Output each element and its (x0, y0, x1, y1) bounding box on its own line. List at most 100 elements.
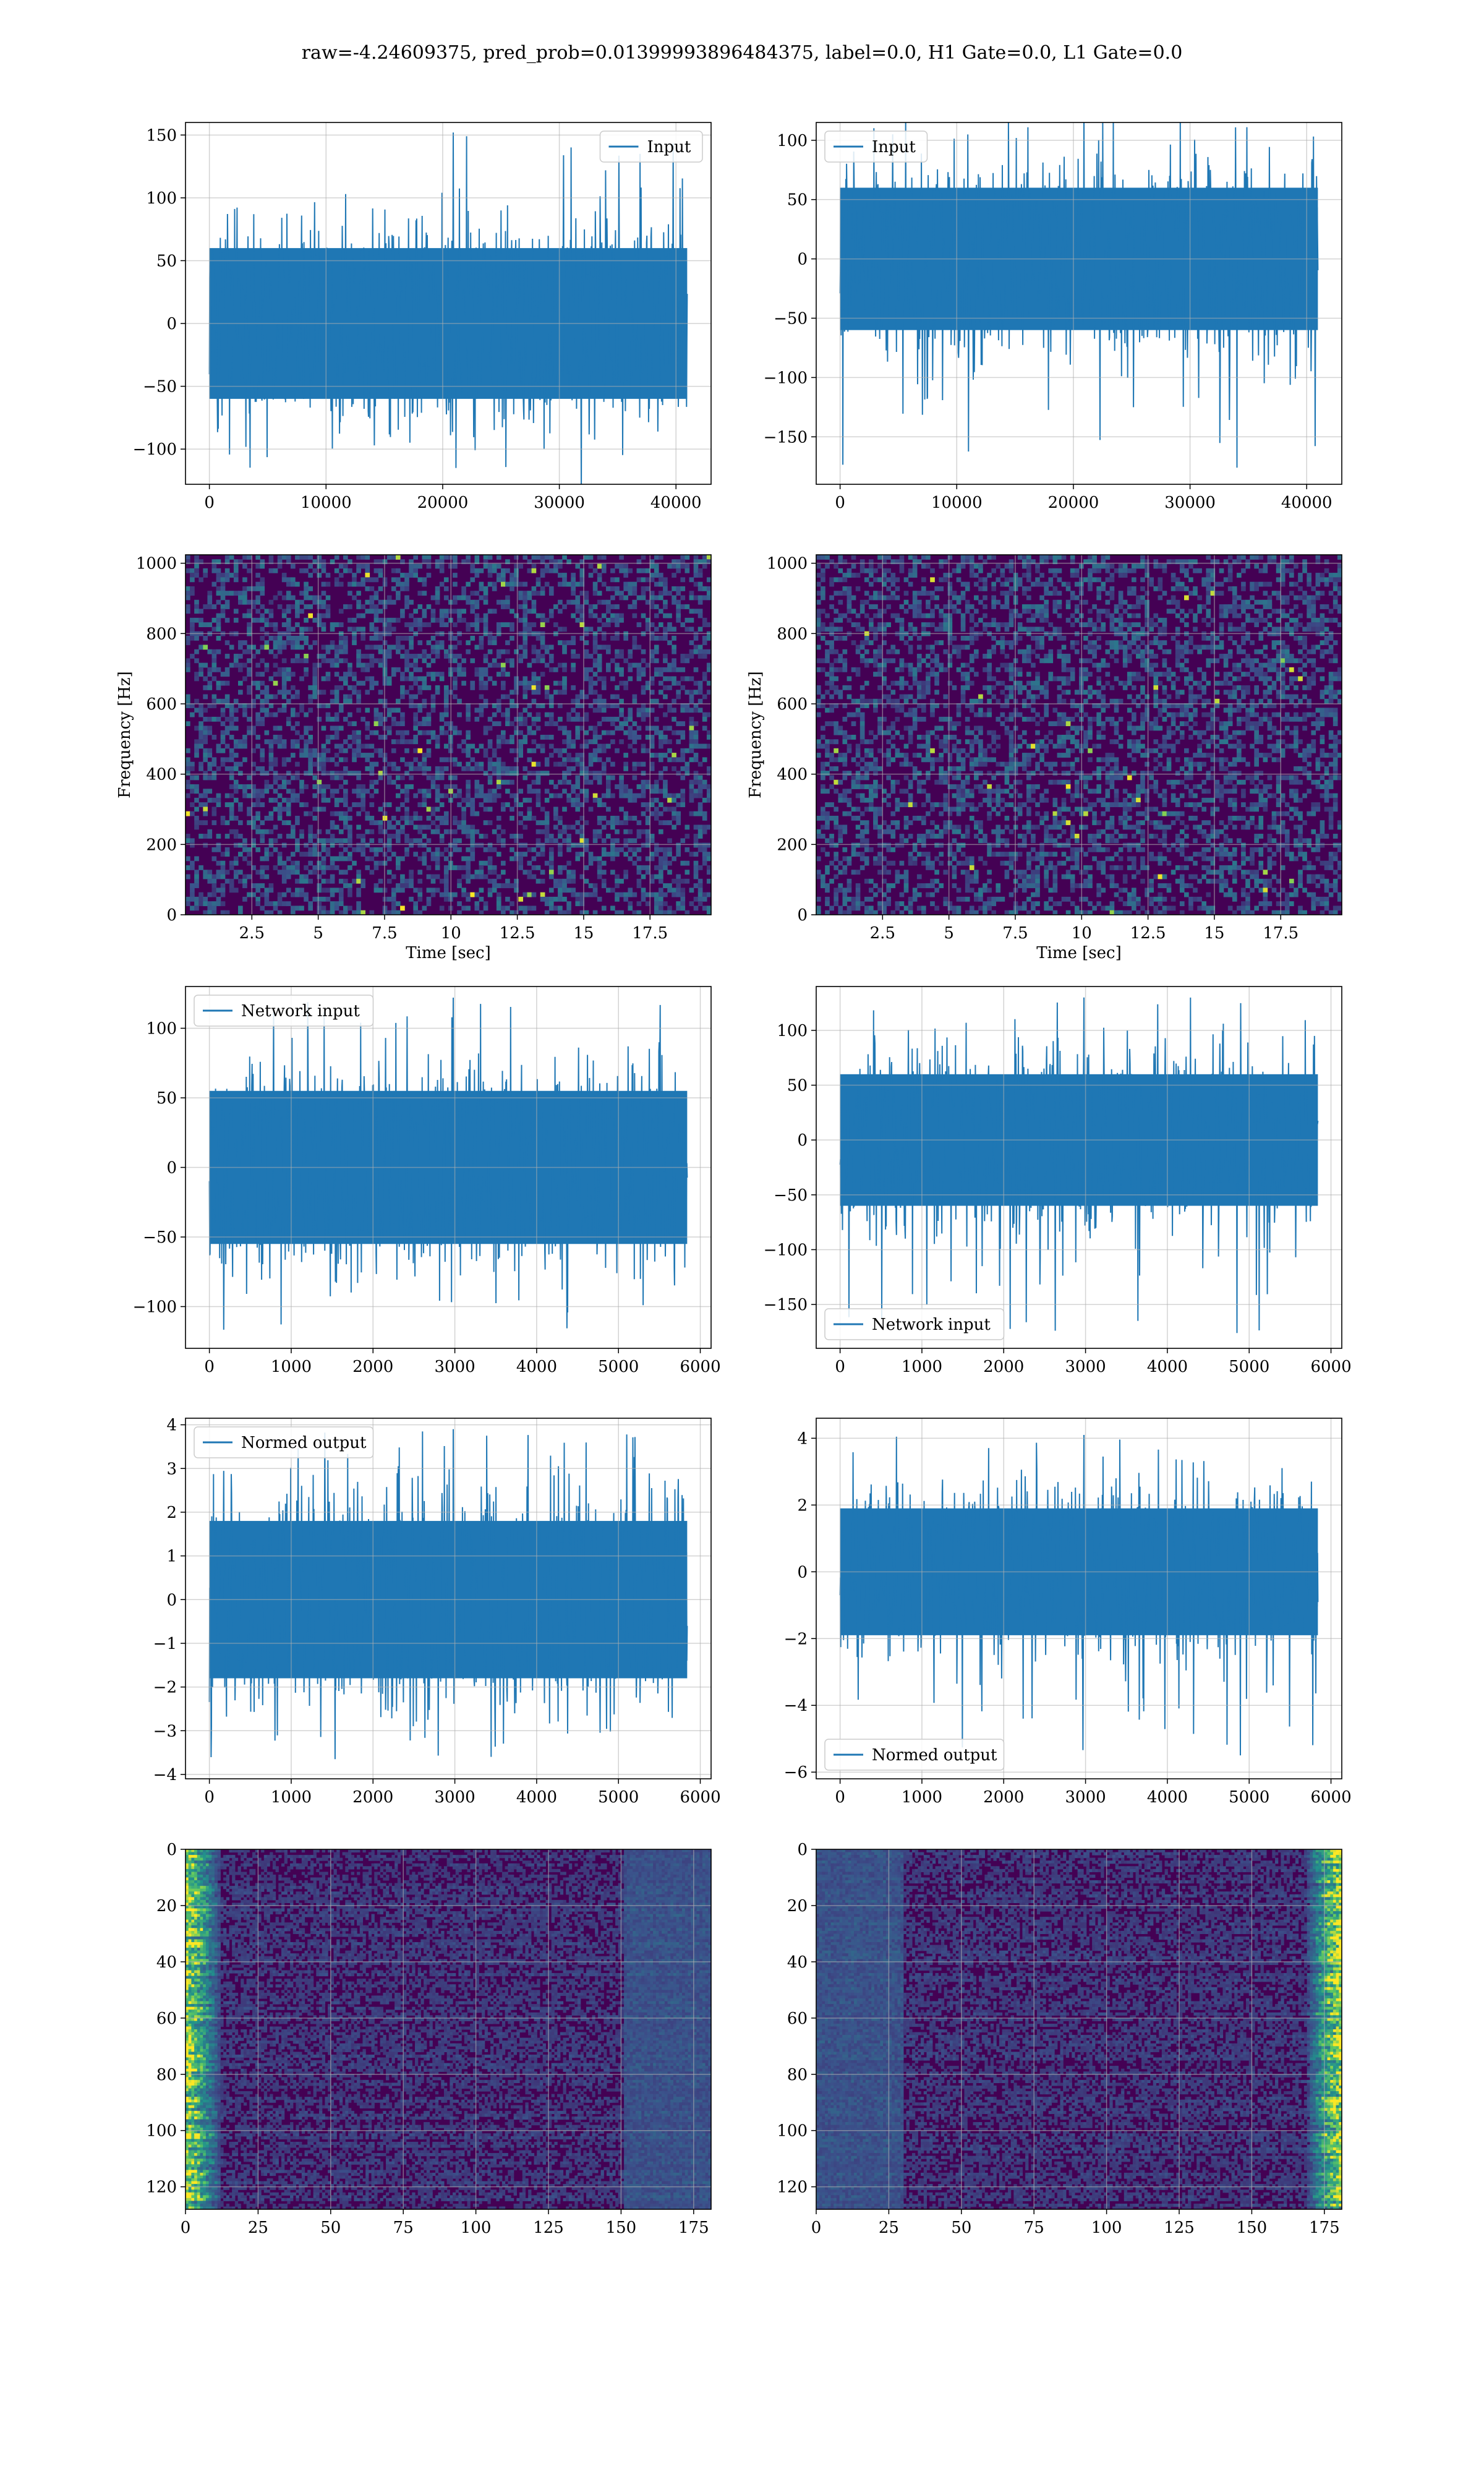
l1-input-ytick-label: 50 (787, 191, 808, 210)
l1-qtransform-xtick-label: 0 (811, 2219, 822, 2237)
h1-input-ytick-label: 150 (146, 126, 177, 145)
h1-network-input-ytick-label: 0 (166, 1159, 177, 1178)
h1-qtransform-ytick-label: 120 (146, 2178, 177, 2197)
l1-normed-output-xtick-label: 0 (835, 1788, 845, 1807)
l1-input-frame (816, 122, 1342, 485)
h1-input-xtick-label: 0 (204, 494, 215, 512)
l1-network-input-plot-area (816, 987, 1342, 1348)
h1-input-xtick-label: 40000 (650, 494, 702, 512)
h1-network-input-xtick-label: 1000 (271, 1358, 312, 1376)
l1-network-input-ytick-label: −150 (764, 1296, 808, 1314)
h1-normed-output-ytick-label: 1 (166, 1547, 177, 1566)
l1-qtransform-xtick-label: 75 (1024, 2219, 1044, 2237)
l1-spectrogram-xtick-label: 5 (944, 924, 954, 943)
l1-qtransform-heatmap (816, 1849, 1342, 2209)
l1-normed-output-xtick-label: 6000 (1310, 1788, 1351, 1807)
h1-network-input-ytick-label: 100 (146, 1020, 177, 1038)
h1-spectrogram-xtick-label: 7.5 (372, 924, 397, 943)
l1-spectrogram-ytick-label: 600 (777, 695, 808, 714)
l1-normed-output-xtick-label: 2000 (983, 1788, 1024, 1807)
l1-network-input-xtick-label: 0 (835, 1358, 845, 1376)
l1-network-input-ytick-label: 0 (797, 1131, 808, 1150)
l1-normed-output-ytick-label: −6 (784, 1763, 808, 1782)
l1-qtransform-ytick-label: 120 (777, 2178, 808, 2197)
l1-network-input-xtick-label: 2000 (983, 1358, 1024, 1376)
h1-qtransform-xtick-label: 0 (181, 2219, 191, 2237)
l1-network-input-ytick-label: 50 (787, 1077, 808, 1095)
h1-input-ytick-label: 0 (166, 315, 177, 333)
h1-spectrogram-ytick-label: 0 (166, 906, 177, 925)
l1-spectrogram-ytick-label: 400 (777, 766, 808, 784)
l1-normed-output-grid (816, 1418, 1342, 1779)
h1-spectrogram-xtick-label: 17.5 (632, 924, 668, 943)
l1-input-ytick-label: −100 (764, 369, 808, 387)
h1-input-xtick-label: 10000 (301, 494, 352, 512)
l1-network-input-xtick-label: 4000 (1147, 1358, 1188, 1376)
h1-normed-output-grid (186, 1418, 711, 1779)
h1-network-input-ytick-label: −50 (143, 1228, 177, 1247)
h1-spectrogram-xtick-label: 10 (441, 924, 461, 943)
h1-network-input-legend-label: Network input (241, 1002, 360, 1021)
h1-qtransform-xtick-label: 75 (393, 2219, 414, 2237)
l1-input-chart: 0 10000 20000 30000 40000 −150 −100 −50 0 50 100 In… (764, 122, 1342, 512)
l1-network-input-xtick-label: 3000 (1065, 1358, 1106, 1376)
l1-qtransform-xtick-label: 100 (1091, 2219, 1122, 2237)
h1-network-input-grid (186, 987, 711, 1348)
l1-normed-output-ytick-label: 0 (797, 1563, 808, 1582)
l1-network-input-legend-label: Network input (872, 1316, 991, 1334)
l1-qtransform-xtick-label: 175 (1309, 2219, 1340, 2237)
l1-qtransform-plot-area (816, 1849, 1342, 2209)
h1-spectrogram-ytick-label: 200 (146, 836, 177, 854)
h1-spectrogram-xtick-label: 15 (573, 924, 594, 943)
l1-spectrogram-ytick-label: 800 (777, 625, 808, 643)
l1-spectrogram-xtick-label: 7.5 (1002, 924, 1028, 943)
l1-normed-output-xtick-label: 5000 (1229, 1788, 1269, 1807)
h1-normed-output-xtick-label: 6000 (680, 1788, 720, 1807)
l1-qtransform-ytick-label: 40 (787, 1953, 808, 1972)
l1-normed-output-xtick-label: 3000 (1065, 1788, 1106, 1807)
h1-network-input-plot-area (186, 987, 711, 1348)
h1-normed-output-ytick-label: 2 (166, 1504, 177, 1522)
l1-network-input-xtick-label: 5000 (1229, 1358, 1269, 1376)
h1-qtransform-frame (185, 1849, 712, 2210)
l1-qtransform-xtick-label: 150 (1237, 2219, 1268, 2237)
l1-network-input-ytick-label: −100 (764, 1241, 808, 1259)
h1-input-xtick-label: 20000 (417, 494, 469, 512)
h1-network-input-xtick-label: 6000 (680, 1358, 720, 1376)
h1-qtransform-ytick-label: 60 (156, 2010, 177, 2028)
l1-input-plot-area (816, 122, 1342, 484)
h1-qtransform-ytick-label: 80 (156, 2066, 177, 2084)
l1-input-ytick-label: −50 (774, 309, 808, 328)
h1-input-ytick-label: 50 (156, 252, 177, 270)
h1-spectrogram-ytick-label: 800 (146, 625, 177, 643)
l1-spectrogram-ylabel: Frequency [Hz] (746, 671, 765, 798)
l1-normed-output-ytick-label: −4 (784, 1697, 808, 1715)
l1-spectrogram-xtick-label: 15 (1204, 924, 1224, 943)
h1-qtransform-xtick-label: 125 (533, 2219, 564, 2237)
h1-normed-output-xtick-label: 1000 (271, 1788, 312, 1807)
h1-network-input-xtick-label: 3000 (434, 1358, 475, 1376)
l1-input-ytick-label: 100 (777, 132, 808, 150)
l1-spectrogram-grid (816, 555, 1342, 915)
l1-spectrogram-heatmap (816, 555, 1342, 915)
l1-input-xtick-label: 20000 (1048, 494, 1099, 512)
h1-qtransform-ytick-label: 0 (166, 1841, 177, 1859)
h1-normed-output-frame (185, 1418, 712, 1779)
h1-spectrogram-frame (185, 554, 712, 915)
h1-qtransform-plot-area (186, 1849, 711, 2209)
h1-input-legend-label: Input (647, 138, 691, 156)
h1-qtransform-grid (186, 1849, 711, 2209)
h1-normed-output-xtick-label: 5000 (598, 1788, 639, 1807)
l1-spectrogram-ytick-label: 0 (797, 906, 808, 925)
h1-qtransform-xtick-label: 25 (248, 2219, 268, 2237)
l1-qtransform-frame (816, 1849, 1342, 2210)
h1-normed-output-chart: 0 1000 2000 3000 4000 5000 6000 −4 −3 −2 −1 0 1 2 3 4 No… (153, 1416, 721, 1807)
l1-normed-output-ytick-label: −2 (784, 1630, 808, 1648)
l1-qtransform-xtick-label: 25 (879, 2219, 899, 2237)
l1-qtransform-ytick-label: 0 (797, 1841, 808, 1859)
l1-normed-output-xtick-label: 1000 (902, 1788, 942, 1807)
h1-spectrogram-grid (186, 555, 711, 915)
h1-normed-output-ytick-label: 3 (166, 1460, 177, 1478)
h1-normed-output-legend-label: Normed output (241, 1434, 367, 1452)
l1-network-input-ytick-label: −50 (774, 1186, 808, 1205)
